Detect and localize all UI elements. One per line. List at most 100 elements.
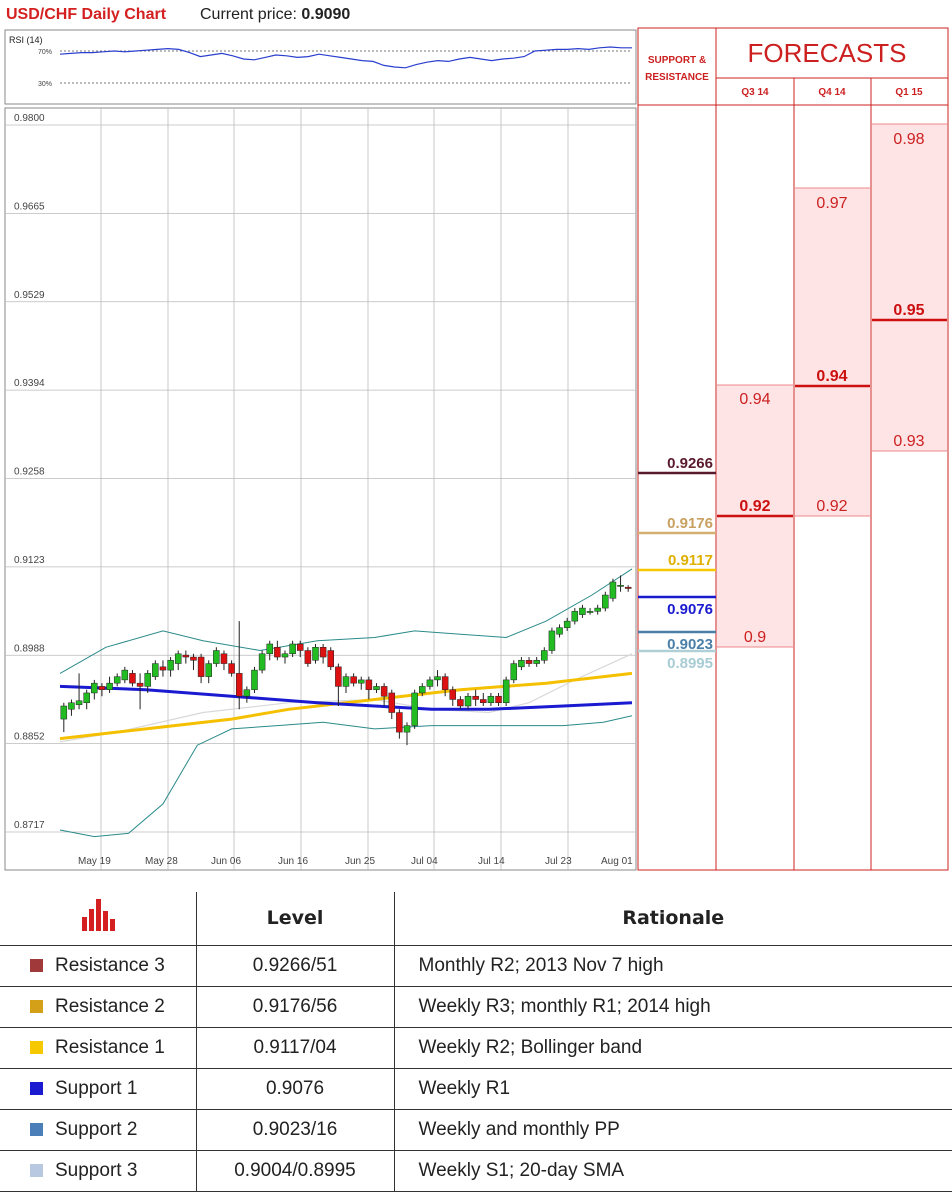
candle-body bbox=[129, 673, 136, 684]
q1-high: 0.98 bbox=[893, 131, 924, 148]
candle-body bbox=[106, 682, 113, 690]
indicator-overlays bbox=[59, 568, 633, 838]
candle-body bbox=[197, 656, 205, 677]
candle-body bbox=[91, 682, 98, 694]
candle-body bbox=[304, 650, 312, 664]
candle-body bbox=[411, 692, 418, 726]
level-s3: 0.8995 bbox=[667, 655, 713, 672]
y-tick-label: 0.9258 bbox=[14, 467, 45, 478]
candle-body bbox=[190, 656, 197, 661]
table-row: Resistance 2 0.9176/56 Weekly R3; monthly … bbox=[0, 986, 952, 1028]
candle-body bbox=[136, 682, 144, 687]
x-tick-label: Jun 06 bbox=[211, 856, 241, 867]
level-color-swatch bbox=[30, 999, 43, 1013]
candle-body bbox=[579, 607, 586, 615]
level-value: 0.9004/0.8995 bbox=[196, 1150, 395, 1192]
forecasts-title: FORECASTS bbox=[748, 38, 907, 68]
q3-mid: 0.92 bbox=[739, 498, 770, 515]
candle-body bbox=[60, 705, 68, 720]
table-row: Support 1 0.9076 Weekly R1 bbox=[0, 1068, 952, 1110]
candle-body bbox=[403, 725, 411, 733]
level-value: 0.9176/56 bbox=[196, 986, 395, 1028]
candle-body bbox=[266, 643, 273, 655]
forecast-panel: SUPPORT & RESISTANCE FORECASTS Q3 14 Q4 … bbox=[637, 27, 949, 871]
y-tick-label: 0.9123 bbox=[14, 555, 45, 566]
x-axis-ticks: May 19 May 28 Jun 06 Jun 16 Jun 25 Jul 04 Jul … bbox=[78, 856, 633, 867]
level-color-swatch bbox=[30, 958, 43, 972]
q1-low: 0.93 bbox=[893, 433, 924, 450]
level-rationale: Weekly R2; Bollinger band bbox=[394, 1027, 952, 1069]
x-tick-label: Jul 14 bbox=[478, 856, 505, 867]
rsi-panel bbox=[4, 29, 637, 105]
candle-body bbox=[167, 660, 174, 671]
q1-mid: 0.95 bbox=[893, 302, 924, 319]
forecast-q1-15: 0.98 0.95 0.93 bbox=[872, 123, 947, 452]
candle-body bbox=[518, 660, 525, 668]
level-s1: 0.9076 bbox=[667, 601, 713, 618]
y-tick-label: 0.9394 bbox=[14, 378, 45, 389]
y-tick-label: 0.8717 bbox=[14, 820, 45, 831]
level-rationale: Weekly R1 bbox=[394, 1068, 952, 1110]
sr-levels: 0.9266 0.9176 0.9117 0.9076 0.9023 0.899… bbox=[638, 455, 716, 672]
sma-blue-line bbox=[59, 684, 633, 711]
candle-body bbox=[617, 584, 624, 587]
candle-body bbox=[586, 611, 594, 613]
candle-body bbox=[327, 650, 334, 668]
q3-high: 0.94 bbox=[739, 391, 770, 408]
candle-body bbox=[83, 692, 90, 703]
sr-label-2: RESISTANCE bbox=[645, 72, 709, 83]
candle-body bbox=[624, 586, 632, 589]
candle-body bbox=[373, 686, 380, 690]
forecast-q4-14: 0.97 0.94 0.92 bbox=[795, 187, 870, 517]
candle-body bbox=[441, 676, 449, 690]
quarter-q1-15: Q1 15 bbox=[895, 87, 923, 98]
x-tick-label: Jul 23 bbox=[545, 856, 572, 867]
levels-table: Level Rationale Resistance 3 0.9266/51 Mon… bbox=[0, 892, 952, 1192]
level-rationale: Weekly S1; 20-day SMA bbox=[394, 1150, 952, 1192]
candle-body bbox=[243, 689, 251, 697]
rsi-70-label: 70% bbox=[38, 49, 52, 56]
candle-body bbox=[319, 647, 327, 658]
y-tick-label: 0.9800 bbox=[14, 113, 45, 124]
candle-body bbox=[365, 679, 373, 690]
chart-panel: USD/CHF Daily Chart Current price: 0.909… bbox=[4, 6, 949, 871]
level-r3: 0.9266 bbox=[667, 455, 713, 472]
level-r1: 0.9117 bbox=[668, 552, 713, 569]
header-level: Level bbox=[196, 892, 395, 946]
candle-body bbox=[296, 643, 304, 651]
level-name: Resistance 2 bbox=[55, 995, 165, 1017]
y-tick-label: 0.9529 bbox=[14, 290, 45, 301]
table-row: Resistance 3 0.9266/51 Monthly R2; 2013 No… bbox=[0, 945, 952, 987]
level-name: Support 3 bbox=[55, 1159, 138, 1181]
level-r2: 0.9176 bbox=[667, 515, 713, 532]
candle-body bbox=[113, 676, 121, 684]
candle-body bbox=[525, 660, 533, 664]
table-row: Resistance 1 0.9117/04 Weekly R2; Bollinge… bbox=[0, 1027, 952, 1069]
bollinger-middle bbox=[59, 653, 633, 743]
q3-low: 0.9 bbox=[744, 629, 766, 646]
candle-body bbox=[159, 666, 167, 671]
table-header: Level Rationale bbox=[0, 892, 952, 946]
rsi-line bbox=[59, 46, 632, 69]
bollinger-upper bbox=[59, 568, 633, 674]
candle-body bbox=[571, 611, 579, 622]
candle-body bbox=[220, 653, 228, 664]
forecast-q3-14: 0.94 0.92 0.9 bbox=[717, 384, 793, 648]
bar-chart-icon bbox=[81, 899, 115, 932]
table-body: Resistance 3 0.9266/51 Monthly R2; 2013 No… bbox=[0, 945, 952, 1192]
sr-label-1: SUPPORT & bbox=[648, 55, 706, 66]
q4-high: 0.97 bbox=[816, 195, 847, 212]
candle-body bbox=[396, 712, 403, 733]
candle-body bbox=[563, 620, 571, 628]
level-color-swatch bbox=[30, 1040, 43, 1054]
candle-body bbox=[312, 647, 319, 661]
level-rationale: Monthly R2; 2013 Nov 7 high bbox=[394, 945, 952, 987]
rsi-label: RSI (14) bbox=[9, 35, 43, 45]
q4-low: 0.92 bbox=[816, 498, 847, 515]
candle-body bbox=[434, 676, 441, 681]
price-plot bbox=[4, 107, 637, 871]
candle-body bbox=[281, 653, 289, 658]
level-value: 0.9076 bbox=[196, 1068, 395, 1110]
candle-body bbox=[182, 654, 190, 658]
rsi-30-label: 30% bbox=[38, 81, 52, 88]
